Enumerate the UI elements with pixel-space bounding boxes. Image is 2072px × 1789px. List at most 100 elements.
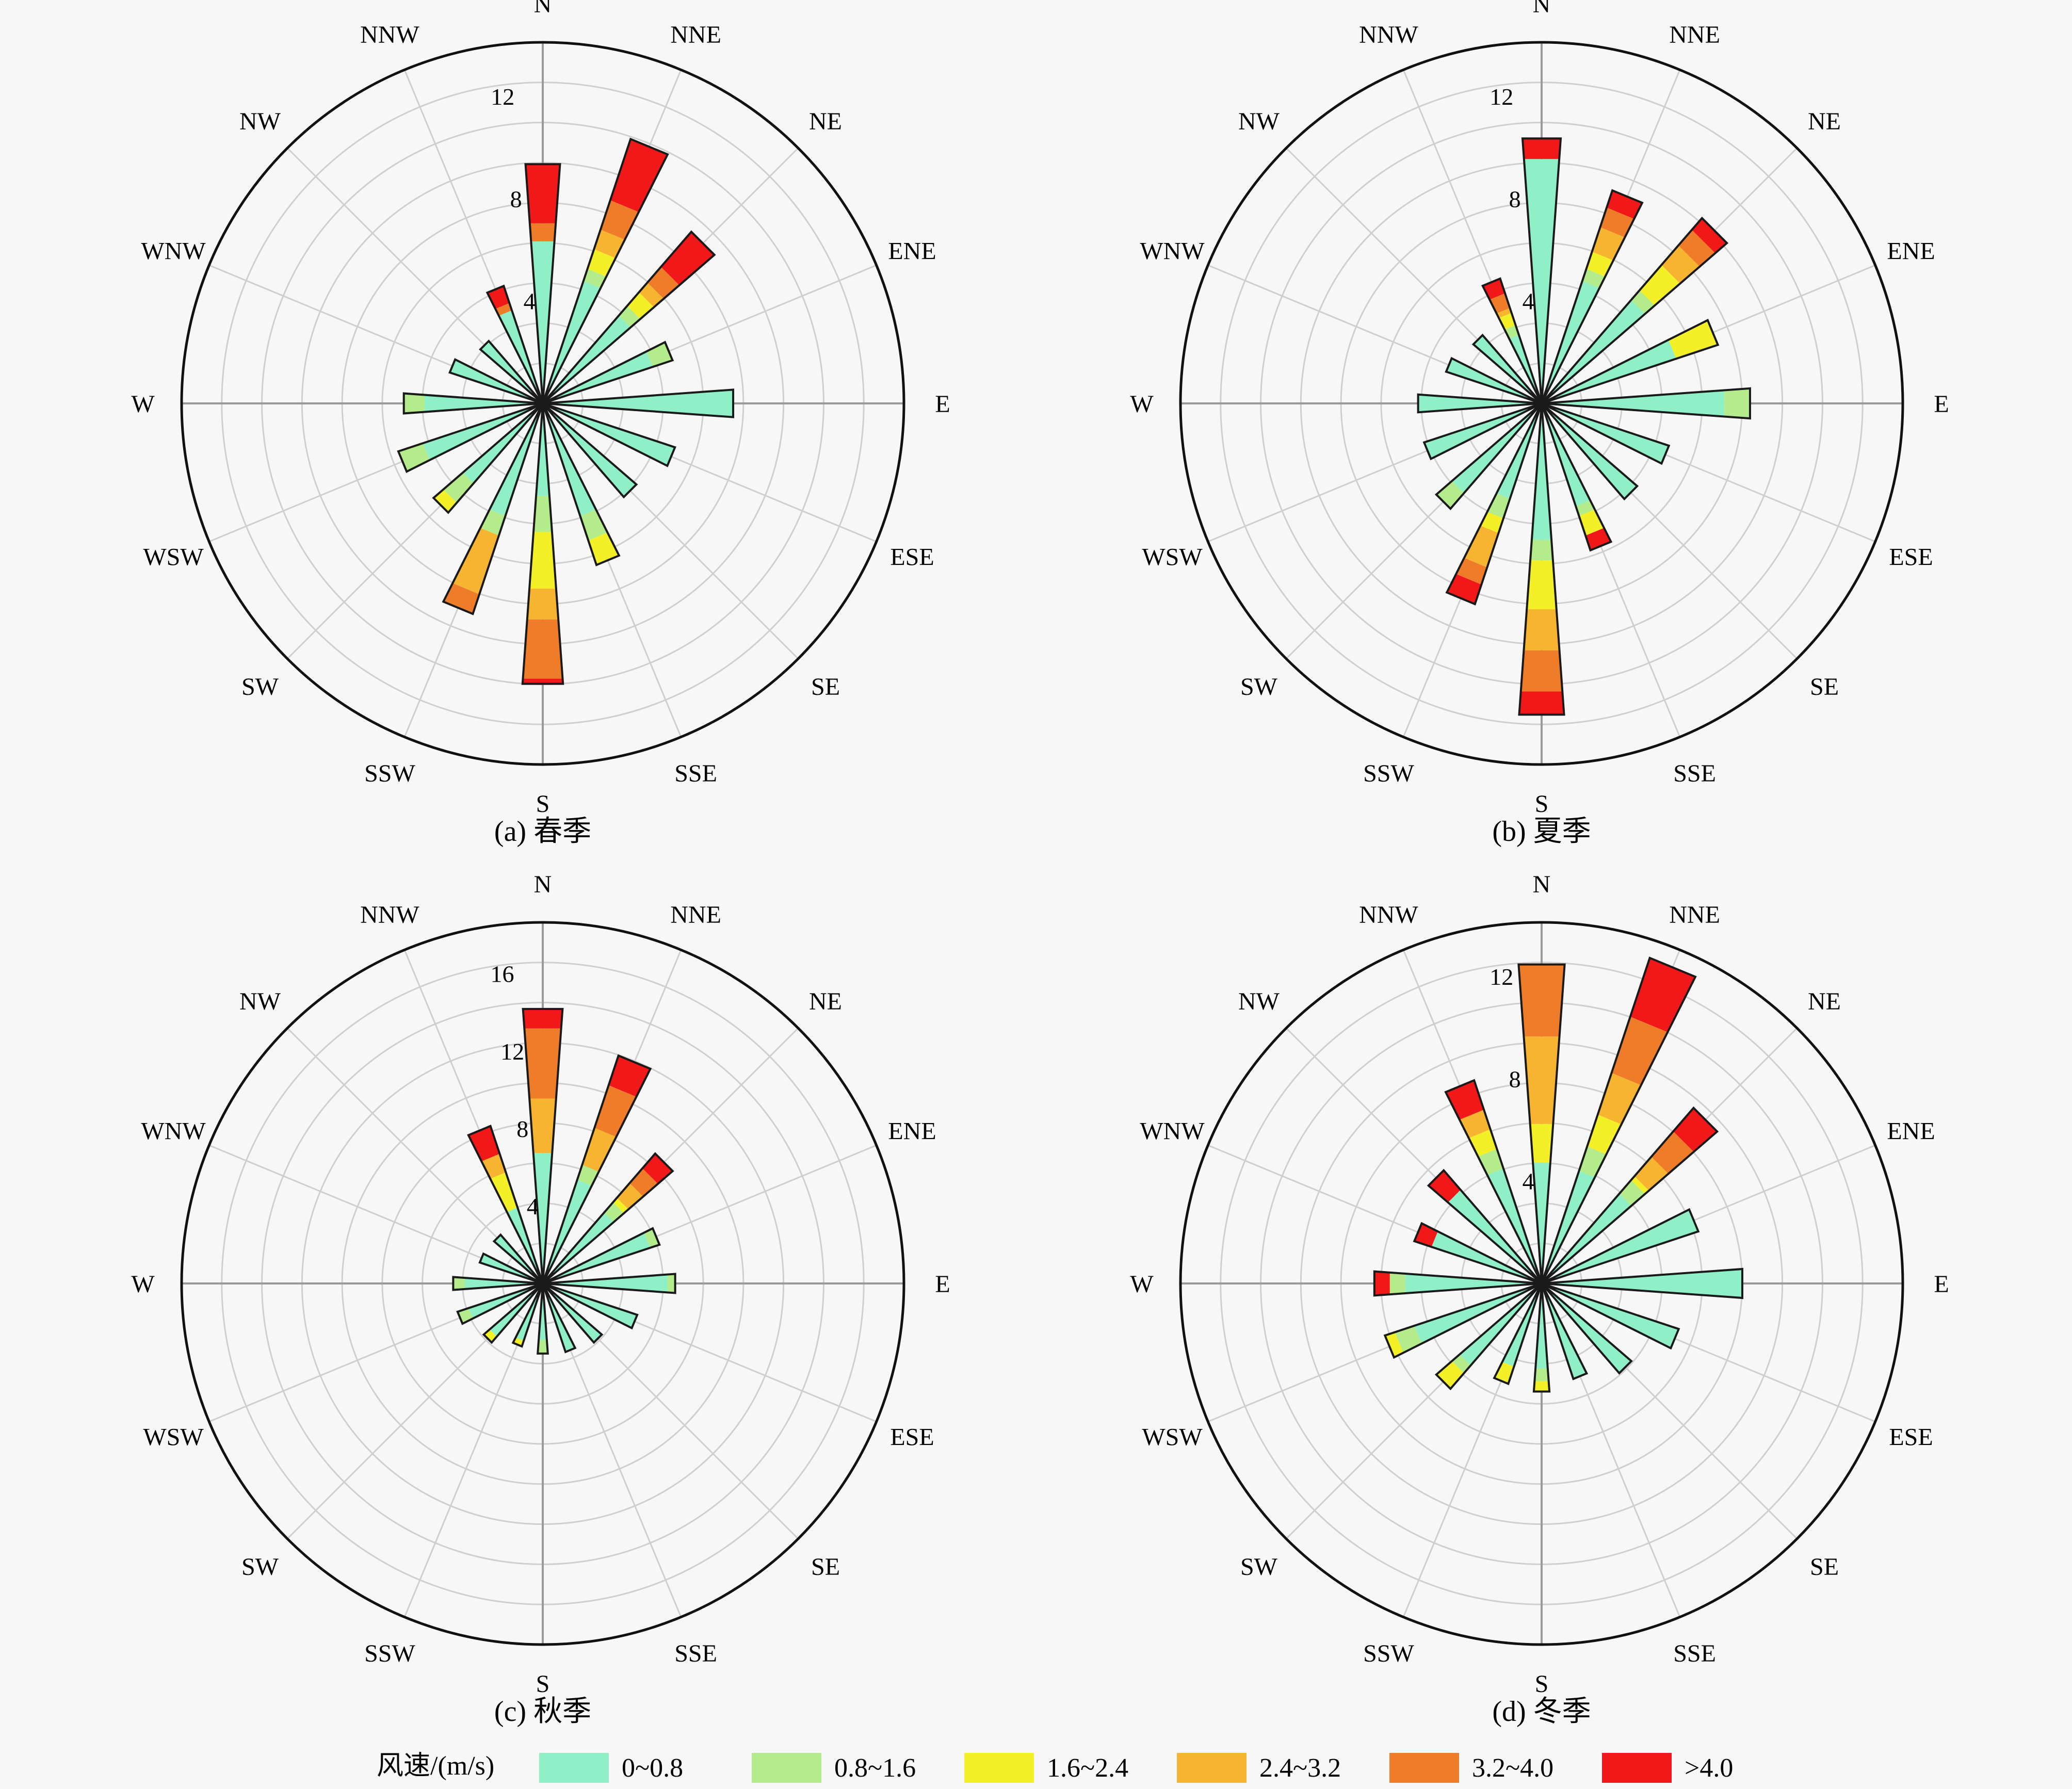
petal-segment	[619, 305, 641, 328]
petal-segment	[1531, 403, 1552, 540]
petal-NNE	[542, 1054, 652, 1284]
direction-label: SSE	[674, 1640, 717, 1667]
petal-outline	[448, 358, 543, 404]
direction-label: NW	[1238, 108, 1280, 135]
direction-label: ESE	[890, 1424, 934, 1451]
petal-WNW	[478, 1252, 543, 1284]
direction-label: SSW	[1363, 1640, 1414, 1667]
legend-title: 风速/(m/s)	[377, 1751, 494, 1781]
petal-outline	[521, 403, 564, 685]
petal-segment	[1496, 307, 1512, 318]
radial-tick-label: 12	[500, 1038, 524, 1065]
petal-segment	[468, 1126, 500, 1162]
petal-outline	[478, 1252, 543, 1284]
petal-segment	[1519, 691, 1564, 715]
petal-outline	[542, 1227, 661, 1284]
petal-NNE	[1541, 189, 1644, 404]
petal-segment	[1542, 1268, 1742, 1298]
petal-NW	[479, 339, 544, 404]
direction-label: SW	[1240, 673, 1278, 701]
petal-segment	[1542, 1283, 1631, 1373]
outer-circle	[1179, 41, 1904, 766]
petal-outline	[1541, 1282, 1633, 1375]
legend-label: 0.8~1.6	[834, 1753, 916, 1783]
petal-segment	[639, 282, 664, 307]
petal-outline	[1445, 356, 1542, 404]
wind-rose-panel: 4 8 12 N NNE NE ENE E ESE SE SSE S SSW SW WSW W WNW NW NNW…	[1130, 0, 1949, 848]
petal-segment	[543, 403, 637, 497]
petal-outline	[542, 1152, 674, 1284]
petal-segment	[1460, 1283, 1542, 1365]
petal-segment	[1522, 138, 1561, 159]
petal-outline	[452, 1276, 543, 1291]
petal-segment	[1724, 388, 1750, 419]
petal-E	[542, 1273, 676, 1294]
wind-rose-panels: 4812NNNENEENEEESESESSESSSWSWWSWWWNWNWNNW…	[131, 0, 1949, 1728]
petal-segment	[1385, 1332, 1403, 1358]
petal-SW	[482, 1282, 544, 1344]
petal-outline	[1481, 277, 1543, 404]
petal-ENE	[542, 340, 674, 404]
petal-outline	[542, 402, 676, 467]
petal-segment	[587, 249, 616, 277]
petal-WSW	[397, 402, 543, 473]
direction-label: NNE	[670, 21, 721, 48]
petal-outline	[522, 1007, 564, 1284]
petal-segment	[1582, 269, 1606, 288]
direction-label: N	[534, 871, 552, 898]
petal-SW	[1434, 402, 1543, 511]
petal-segment	[1542, 390, 1725, 417]
radial-tick-label: 4	[524, 288, 536, 315]
petal-segment	[529, 223, 556, 241]
direction-label: NNE	[1669, 901, 1720, 929]
petal-segment	[1533, 1162, 1550, 1283]
petal-outline	[1532, 1283, 1551, 1393]
petal-WSW	[456, 1282, 543, 1325]
petal-segment	[1524, 609, 1560, 650]
petal-SSW	[1493, 1283, 1543, 1386]
petal-segment	[424, 395, 543, 412]
petal-segment	[529, 1098, 556, 1153]
radial-tick-label: 8	[1509, 186, 1521, 212]
petal-segment	[1579, 1146, 1607, 1178]
direction-label: WSW	[1142, 1424, 1203, 1451]
petal-N	[522, 1007, 564, 1284]
petal-ENE	[542, 1227, 661, 1284]
petal-WNW	[1445, 356, 1542, 404]
petal-segment	[524, 1028, 561, 1099]
petal-segment	[1468, 1129, 1497, 1157]
petal-segment	[495, 303, 512, 316]
petal-segment	[1533, 1381, 1550, 1392]
direction-label: NNW	[1359, 901, 1418, 929]
direction-label: NE	[1808, 108, 1841, 135]
petal-segment	[1542, 300, 1645, 403]
petal-segment	[1630, 957, 1696, 1032]
petal-segment	[1535, 1283, 1548, 1369]
radial-tick-label: 4	[1523, 1168, 1534, 1195]
direction-label: N	[1533, 871, 1551, 898]
petal-NNW	[485, 284, 544, 404]
petal-ESE	[542, 1282, 639, 1330]
petal-segment	[667, 1274, 675, 1293]
radial-tick-label: 8	[510, 186, 522, 212]
direction-label: SSW	[1363, 760, 1414, 787]
petal-segment	[1600, 207, 1634, 238]
petal-segment	[617, 1183, 643, 1210]
petal-outline	[1541, 402, 1671, 465]
direction-label: NE	[1808, 988, 1841, 1015]
direction-label: SSE	[1673, 1640, 1716, 1667]
petal-segment	[536, 403, 549, 496]
direction-label: SSW	[364, 760, 415, 787]
direction-label: NW	[239, 988, 281, 1015]
petal-segment	[1668, 320, 1718, 359]
direction-label: E	[1934, 391, 1949, 418]
direction-label: WNW	[1140, 237, 1205, 265]
direction-label: W	[1130, 391, 1154, 418]
petal-WSW	[1422, 402, 1542, 461]
petal-segment	[1530, 1124, 1553, 1163]
petal-outline	[442, 403, 544, 615]
radial-tick-label: 8	[516, 1116, 528, 1142]
legend-label: 1.6~2.4	[1047, 1753, 1128, 1783]
petal-outline	[537, 1283, 549, 1355]
